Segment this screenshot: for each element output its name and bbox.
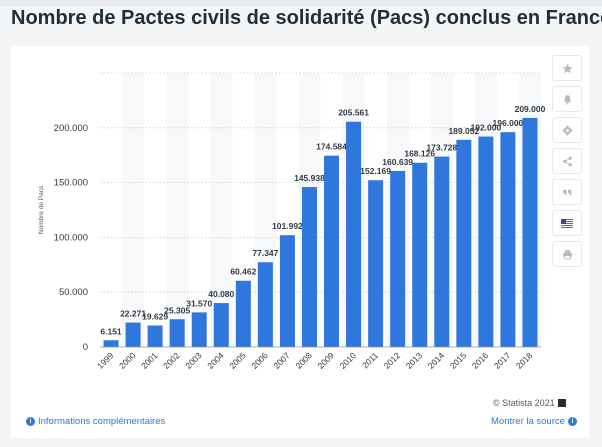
alert-button[interactable]: [552, 86, 582, 112]
bar: [279, 235, 295, 347]
x-tick-label: 2001: [139, 350, 160, 371]
bar-chart: 0 50.000 100.000 150.000 200.000 Nombre de Pa…: [38, 72, 546, 371]
print-icon: [562, 249, 572, 259]
y-tick-label: 150.000: [54, 178, 88, 189]
chart-card: 0 50.000 100.000 150.000 200.000 Nombre de Pa…: [11, 46, 589, 438]
share-icon: [562, 156, 572, 166]
bar: [213, 303, 229, 347]
bar: [103, 340, 119, 347]
x-tick-label: 2012: [382, 350, 403, 371]
x-tick-label: 2002: [161, 350, 182, 371]
x-tick-label: 2008: [293, 350, 314, 371]
show-source-link[interactable]: Montrer la source i: [491, 416, 577, 427]
x-tick-label: 2011: [360, 350, 380, 370]
bar: [191, 312, 207, 347]
chart-toolbar: [552, 55, 582, 272]
x-tick-label: 2016: [470, 350, 491, 371]
y-tick-label: 0: [83, 342, 88, 353]
bar: [500, 132, 516, 347]
x-tick-label: 2018: [514, 350, 535, 371]
bar-value-label: 22.271: [120, 309, 146, 319]
x-tick-label: 2006: [249, 350, 270, 371]
bar-value-label: 152.169: [360, 166, 391, 176]
print-button[interactable]: [552, 241, 582, 267]
bell-icon: [563, 94, 571, 105]
bar-value-label: 189.052: [448, 126, 479, 136]
bar-value-label: 196.000: [493, 118, 524, 128]
bar-value-label: 192.000: [471, 123, 502, 133]
bar-value-label: 168.126: [404, 149, 435, 159]
info-icon: i: [26, 417, 35, 426]
bar: [169, 319, 185, 347]
flag-icon: [561, 218, 573, 228]
gear-icon: [561, 124, 573, 136]
bar: [346, 121, 362, 348]
x-tick-label: 2010: [338, 350, 359, 371]
bar-value-label: 101.992: [272, 221, 303, 231]
x-tick-label: 2013: [404, 350, 425, 371]
x-tick-label: 2015: [448, 350, 469, 371]
bar: [125, 322, 141, 347]
page-title: Nombre de Pactes civils de solidarité (P…: [11, 7, 602, 29]
show-source-label: Montrer la source: [491, 416, 565, 427]
bar-value-label: 77.347: [252, 248, 278, 258]
y-tick-label: 100.000: [54, 232, 88, 243]
top-strip: [0, 0, 602, 6]
flag-icon: [557, 399, 566, 407]
cite-button[interactable]: [552, 179, 582, 205]
y-tick-label: 50.000: [59, 287, 88, 298]
bar-value-label: 6.151: [100, 326, 122, 336]
bar-value-label: 19.629: [142, 311, 168, 321]
bar-value-label: 31.570: [186, 298, 212, 308]
x-tick-label: 2007: [271, 350, 292, 371]
bar-value-label: 60.462: [230, 267, 256, 277]
bar-value-label: 40.080: [208, 289, 234, 299]
bar-value-label: 145.938: [294, 173, 325, 183]
bar: [235, 280, 251, 347]
x-tick-label: 2004: [205, 350, 226, 371]
more-info-link[interactable]: i Informations complémentaires: [26, 416, 165, 427]
bar: [478, 136, 494, 347]
bar: [390, 170, 406, 347]
bar: [456, 139, 472, 347]
quote-icon: [562, 189, 571, 195]
favorite-button[interactable]: [552, 55, 582, 81]
bar: [434, 156, 450, 347]
bar-value-label: 160.639: [382, 157, 413, 167]
bar: [301, 187, 317, 347]
language-button[interactable]: [552, 210, 582, 236]
star-icon: [561, 63, 573, 73]
x-tick-label: 1999: [95, 350, 116, 371]
copyright: © Statista 2021: [493, 398, 566, 408]
bar: [412, 162, 428, 347]
bar-value-label: 173.728: [426, 143, 457, 153]
bar: [147, 325, 163, 347]
copyright-text: © Statista 2021: [493, 398, 555, 408]
bar: [324, 155, 340, 347]
bar: [368, 180, 384, 347]
bar-value-label: 174.584: [316, 142, 347, 152]
settings-button[interactable]: [552, 117, 582, 143]
x-tick-label: 2017: [492, 350, 513, 371]
x-tick-label: 2003: [183, 350, 204, 371]
column-band: [210, 73, 233, 347]
x-tick-label: 2014: [426, 350, 447, 371]
x-tick-label: 2000: [117, 350, 138, 371]
bar: [522, 117, 538, 347]
bar-value-label: 205.561: [338, 108, 369, 118]
column-band: [166, 73, 189, 347]
x-tick-label: 2009: [315, 350, 336, 371]
y-axis-title: Nombre de Pacs: [38, 185, 45, 234]
bar: [257, 262, 273, 347]
x-tick-label: 2005: [227, 350, 248, 371]
y-tick-label: 200.000: [54, 123, 88, 134]
column-band: [122, 73, 145, 347]
more-info-label: Informations complémentaires: [38, 416, 166, 427]
bar-value-label: 209.000: [515, 104, 546, 114]
info-icon: i: [567, 417, 577, 426]
bar-value-label: 25.305: [164, 305, 190, 315]
share-button[interactable]: [552, 148, 582, 174]
